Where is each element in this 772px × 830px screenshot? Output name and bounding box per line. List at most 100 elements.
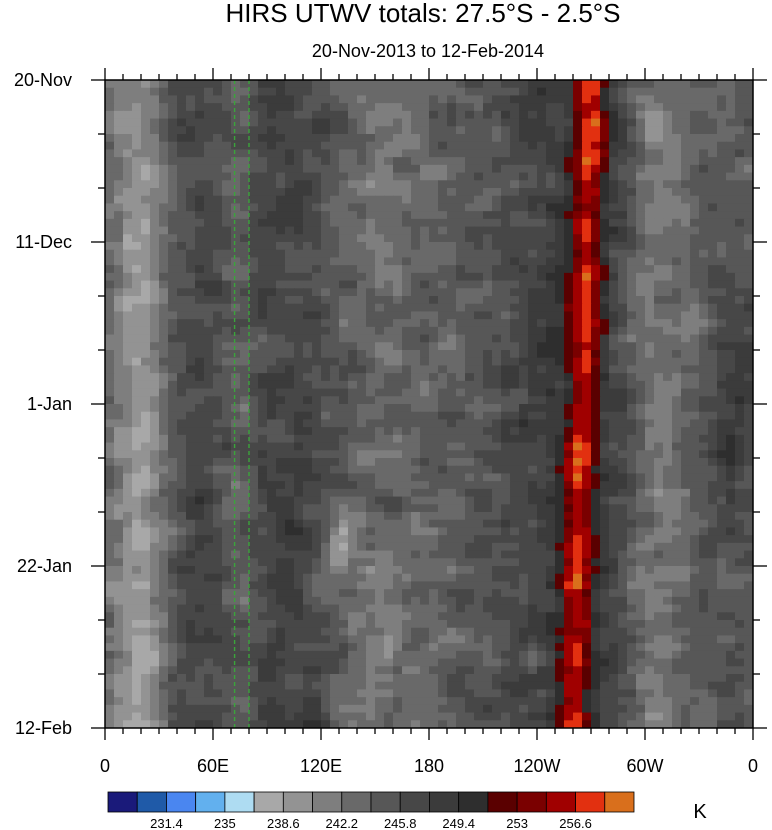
heatmap-cell <box>474 180 484 189</box>
heatmap-cell <box>366 450 376 459</box>
heatmap-cell <box>393 542 403 552</box>
heatmap-cell <box>492 342 502 351</box>
heatmap-cell <box>537 512 547 521</box>
heatmap-cell <box>663 87 673 97</box>
heatmap-cell <box>438 581 448 590</box>
heatmap-cell <box>213 141 223 151</box>
heatmap-cell <box>681 288 691 297</box>
heatmap-cell <box>384 481 394 490</box>
heatmap-cell <box>645 396 655 405</box>
heatmap-cell <box>501 434 511 444</box>
heatmap-cell <box>276 427 286 436</box>
heatmap-cell <box>384 157 394 166</box>
heatmap-cell <box>519 203 529 212</box>
heatmap-cell <box>348 280 358 289</box>
heatmap-cell <box>654 326 664 336</box>
heatmap-cell <box>564 141 574 151</box>
heatmap-cell <box>240 342 250 351</box>
heatmap-cell <box>348 188 358 197</box>
heatmap-cell <box>168 180 178 189</box>
heatmap-cell <box>231 419 241 428</box>
heatmap-cell <box>339 342 349 351</box>
heatmap-cell <box>555 411 565 421</box>
heatmap-cell <box>177 95 187 104</box>
heatmap-cell <box>456 427 466 436</box>
heatmap-cell <box>447 481 457 490</box>
heatmap-cell <box>438 141 448 151</box>
heatmap-cell <box>591 527 601 536</box>
heatmap-cell <box>114 126 124 135</box>
heatmap-cell <box>123 141 133 151</box>
heatmap-cell <box>420 126 430 135</box>
heatmap-cell <box>195 87 205 97</box>
heatmap-cell <box>663 527 673 536</box>
heatmap-cell <box>528 110 538 120</box>
heatmap-cell <box>510 157 520 166</box>
heatmap-cell <box>159 512 169 521</box>
heatmap-cell <box>483 450 493 459</box>
heatmap-cell <box>132 103 142 112</box>
heatmap-cell <box>258 342 268 351</box>
heatmap-cell <box>690 195 700 205</box>
heatmap-cell <box>321 118 331 127</box>
heatmap-cell <box>654 373 664 382</box>
heatmap-cell <box>465 103 475 112</box>
heatmap-cell <box>393 342 403 351</box>
heatmap-cell <box>690 211 700 220</box>
heatmap-cell <box>168 404 178 413</box>
heatmap-cell <box>411 512 421 521</box>
heatmap-cell <box>726 334 736 343</box>
heatmap-cell <box>573 481 583 490</box>
heatmap-cell <box>159 612 169 621</box>
heatmap-cell <box>636 373 646 382</box>
heatmap-cell <box>393 473 403 482</box>
heatmap-cell <box>717 527 727 536</box>
heatmap-cell <box>357 566 367 575</box>
heatmap-cell <box>285 535 295 544</box>
heatmap-cell <box>717 427 727 436</box>
heatmap-cell <box>663 458 673 467</box>
heatmap-cell <box>627 319 637 328</box>
heatmap-cell <box>204 427 214 436</box>
heatmap-cell <box>366 288 376 297</box>
heatmap-cell <box>330 411 340 421</box>
heatmap-cell <box>654 442 664 451</box>
heatmap-cell <box>672 242 682 251</box>
heatmap-cell <box>609 458 619 467</box>
heatmap-cell <box>276 249 286 259</box>
heatmap-cell <box>195 126 205 135</box>
heatmap-cell <box>168 596 178 606</box>
heatmap-cell <box>204 211 214 220</box>
heatmap-cell <box>177 450 187 459</box>
heatmap-cell <box>420 234 430 243</box>
heatmap-cell <box>618 380 628 390</box>
heatmap-cell <box>573 303 583 313</box>
heatmap-cell <box>582 481 592 490</box>
heatmap-cell <box>375 442 385 451</box>
heatmap-cell <box>474 188 484 197</box>
heatmap-cell <box>321 388 331 397</box>
heatmap-cell <box>141 373 151 382</box>
heatmap-cell <box>465 589 475 598</box>
heatmap-cell <box>402 396 412 405</box>
heatmap-cell <box>294 164 304 174</box>
heatmap-cell <box>240 180 250 189</box>
heatmap-cell <box>186 380 196 390</box>
heatmap-cell <box>105 396 115 405</box>
heatmap-cell <box>717 496 727 505</box>
heatmap-cell <box>744 573 753 583</box>
heatmap-cell <box>294 350 304 359</box>
heatmap-cell <box>141 87 151 97</box>
heatmap-cell <box>600 149 610 158</box>
heatmap-cell <box>474 249 484 259</box>
heatmap-cell <box>141 442 151 451</box>
heatmap-cell <box>474 357 484 367</box>
heatmap-cell <box>528 604 538 613</box>
heatmap-cell <box>456 141 466 151</box>
heatmap-cell <box>402 373 412 382</box>
heatmap-cell <box>204 288 214 297</box>
heatmap-cell <box>186 319 196 328</box>
heatmap-cell <box>600 180 610 189</box>
heatmap-cell <box>402 296 412 305</box>
heatmap-cell <box>591 319 601 328</box>
